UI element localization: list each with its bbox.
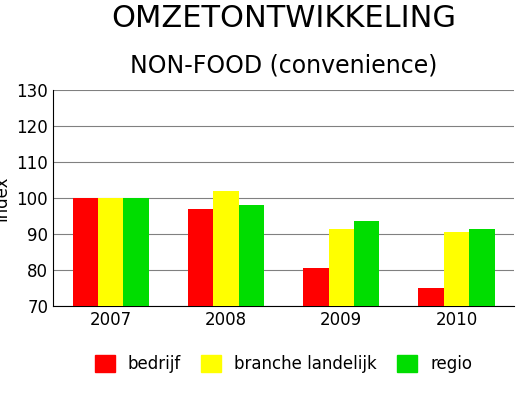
Bar <box>303 268 329 408</box>
Bar <box>238 205 264 408</box>
Bar <box>73 198 98 408</box>
Bar <box>469 228 494 408</box>
Bar <box>213 191 238 408</box>
Bar <box>123 198 149 408</box>
Bar <box>444 232 469 408</box>
Bar <box>188 209 213 408</box>
Bar <box>98 198 123 408</box>
Legend: bedrijf, branche landelijk, regio: bedrijf, branche landelijk, regio <box>86 347 481 381</box>
Bar <box>418 288 444 408</box>
Text: NON-FOOD (convenience): NON-FOOD (convenience) <box>130 53 437 77</box>
Bar <box>354 221 379 408</box>
Y-axis label: index: index <box>0 175 11 221</box>
Bar <box>329 228 354 408</box>
Text: OMZETONTWIKKELING: OMZETONTWIKKELING <box>111 4 456 33</box>
